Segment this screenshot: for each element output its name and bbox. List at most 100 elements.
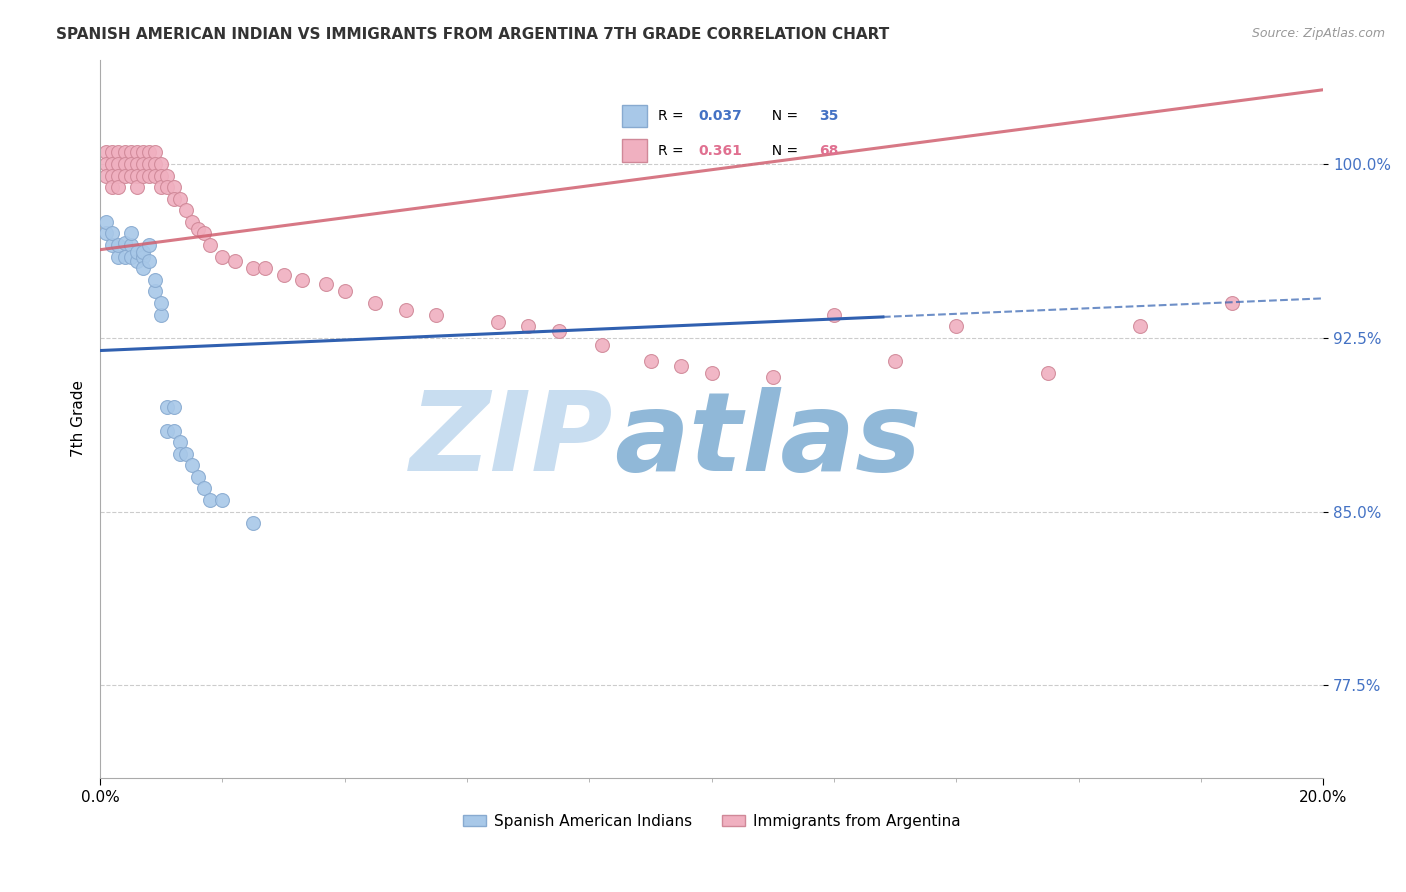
Point	[132, 169, 155, 183]
Point	[114, 235, 136, 250]
Point	[138, 254, 160, 268]
Point	[101, 169, 124, 183]
Point	[96, 157, 118, 171]
Point	[156, 180, 179, 194]
Point	[169, 447, 191, 461]
Point	[162, 192, 184, 206]
Point	[132, 261, 155, 276]
Point	[547, 324, 569, 338]
Point	[174, 447, 197, 461]
Point	[125, 145, 148, 160]
Point	[364, 296, 387, 310]
Point	[762, 370, 785, 384]
Point	[169, 435, 191, 450]
Text: Source: ZipAtlas.com: Source: ZipAtlas.com	[1251, 27, 1385, 40]
Point	[150, 169, 173, 183]
Point	[120, 145, 142, 160]
Point	[107, 250, 129, 264]
Point	[700, 366, 723, 380]
Point	[224, 254, 246, 268]
Point	[945, 319, 967, 334]
Point	[120, 250, 142, 264]
Point	[669, 359, 692, 373]
Point	[162, 424, 184, 438]
Point	[156, 169, 179, 183]
Point	[114, 145, 136, 160]
Point	[1220, 296, 1243, 310]
Point	[114, 250, 136, 264]
Legend: Spanish American Indians, Immigrants from Argentina: Spanish American Indians, Immigrants fro…	[457, 808, 966, 835]
Point	[107, 169, 129, 183]
Point	[107, 238, 129, 252]
Y-axis label: 7th Grade: 7th Grade	[72, 380, 86, 458]
Point	[1129, 319, 1152, 334]
Point	[156, 401, 179, 415]
Point	[107, 145, 129, 160]
Point	[120, 169, 142, 183]
Point	[125, 245, 148, 260]
Point	[174, 203, 197, 218]
Point	[96, 145, 118, 160]
Point	[101, 180, 124, 194]
Point	[125, 169, 148, 183]
Point	[107, 157, 129, 171]
Point	[96, 227, 118, 241]
Point	[125, 180, 148, 194]
Point	[211, 250, 233, 264]
Point	[125, 157, 148, 171]
Point	[132, 245, 155, 260]
Point	[180, 458, 202, 473]
Point	[150, 157, 173, 171]
Point	[273, 268, 295, 283]
Point	[193, 227, 215, 241]
Point	[143, 145, 166, 160]
Point	[138, 238, 160, 252]
Point	[138, 145, 160, 160]
Point	[333, 285, 356, 299]
Point	[169, 192, 191, 206]
Point	[96, 169, 118, 183]
Point	[143, 157, 166, 171]
Point	[1036, 366, 1059, 380]
Point	[200, 493, 222, 508]
Point	[200, 238, 222, 252]
Point	[114, 169, 136, 183]
Text: SPANISH AMERICAN INDIAN VS IMMIGRANTS FROM ARGENTINA 7TH GRADE CORRELATION CHART: SPANISH AMERICAN INDIAN VS IMMIGRANTS FR…	[56, 27, 890, 42]
Point	[162, 401, 184, 415]
Point	[211, 493, 233, 508]
Point	[180, 215, 202, 229]
Text: atlas: atlas	[614, 387, 921, 494]
Point	[193, 482, 215, 496]
Point	[120, 157, 142, 171]
Point	[132, 145, 155, 160]
Point	[591, 337, 613, 351]
Point	[125, 254, 148, 268]
Point	[101, 227, 124, 241]
Point	[150, 308, 173, 322]
Point	[114, 157, 136, 171]
Point	[150, 296, 173, 310]
Point	[162, 180, 184, 194]
Point	[107, 180, 129, 194]
Point	[132, 250, 155, 264]
Point	[395, 302, 418, 317]
Point	[96, 215, 118, 229]
Point	[884, 354, 907, 368]
Point	[138, 157, 160, 171]
Point	[101, 157, 124, 171]
Point	[517, 319, 540, 334]
Point	[315, 277, 337, 292]
Point	[156, 424, 179, 438]
Point	[242, 516, 264, 531]
Point	[254, 261, 277, 276]
Point	[143, 273, 166, 287]
Point	[120, 238, 142, 252]
Point	[150, 180, 173, 194]
Point	[138, 169, 160, 183]
Point	[242, 261, 264, 276]
Point	[291, 273, 314, 287]
Point	[187, 470, 209, 484]
Point	[132, 157, 155, 171]
Point	[101, 238, 124, 252]
Point	[143, 285, 166, 299]
